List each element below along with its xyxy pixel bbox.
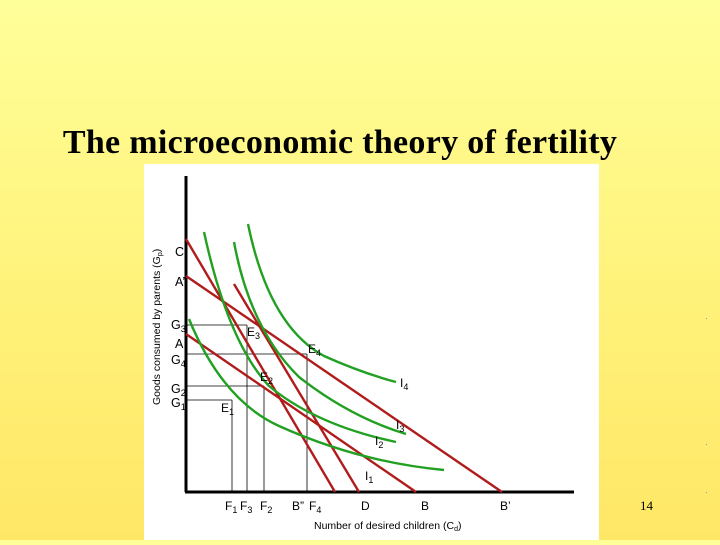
label-b-prime: B’ bbox=[500, 499, 511, 513]
x-axis-title: Number of desired children (Cd) bbox=[314, 520, 461, 533]
label-f1-sub: 1 bbox=[232, 505, 237, 515]
indifference-curve-i2 bbox=[202, 231, 397, 444]
label-i3-main: I bbox=[396, 418, 399, 432]
label-f1: F1 bbox=[225, 499, 237, 515]
label-i2: I2 bbox=[375, 434, 383, 450]
label-i2-main: I bbox=[375, 434, 378, 448]
y-axis-title-close: ) bbox=[151, 249, 163, 253]
label-f2-main: F bbox=[260, 499, 267, 513]
label-g1: G1 bbox=[171, 396, 186, 412]
budget-line-c-bdprime bbox=[184, 238, 337, 493]
budget-line-g4-d bbox=[232, 283, 361, 493]
label-f4: F4 bbox=[309, 499, 321, 515]
budget-lines bbox=[184, 238, 503, 493]
equilibrium-labels: E1 E2 E3 E4 bbox=[221, 325, 321, 417]
label-i4-main: I bbox=[400, 376, 403, 390]
label-f4-sub: 4 bbox=[316, 505, 321, 515]
x-axis-labels: F1 F3 F2 B” F4 D B B’ bbox=[225, 499, 511, 515]
label-i1-main: I bbox=[365, 469, 368, 483]
x-axis-title-close: ) bbox=[458, 520, 462, 532]
label-i1: I1 bbox=[365, 469, 373, 485]
label-g2: G2 bbox=[171, 382, 186, 398]
decorative-dot bbox=[706, 444, 707, 445]
decorative-dot bbox=[706, 318, 707, 319]
label-e3-sub: 3 bbox=[255, 331, 260, 341]
diagram-canvas: Goods consumed by parents (Gp) C A’ G3 A… bbox=[151, 176, 574, 533]
label-e4-main: E bbox=[308, 342, 316, 356]
decorative-dot bbox=[706, 492, 707, 493]
label-f3-sub: 3 bbox=[247, 505, 252, 515]
label-g4-sub: 4 bbox=[181, 359, 186, 369]
label-i1-sub: 1 bbox=[368, 475, 373, 485]
label-g3-main: G bbox=[171, 318, 181, 332]
label-i2-sub: 2 bbox=[378, 440, 383, 450]
label-i3: I3 bbox=[396, 418, 404, 434]
slide-title: The microeconomic theory of fertility bbox=[62, 124, 618, 161]
page-number: 14 bbox=[640, 498, 653, 513]
label-a-prime: A’ bbox=[175, 275, 185, 289]
label-g1-main: G bbox=[171, 396, 181, 410]
label-e2: E2 bbox=[260, 370, 273, 386]
x-axis-title-sub: d bbox=[454, 526, 458, 533]
label-e1: E1 bbox=[221, 401, 234, 417]
label-e2-sub: 2 bbox=[268, 376, 273, 386]
label-e1-sub: 1 bbox=[229, 407, 234, 417]
fertility-diagram: Goods consumed by parents (Gp) C A’ G3 A… bbox=[144, 164, 599, 540]
label-g4: G4 bbox=[171, 353, 186, 369]
indifference-labels: I1 I2 I3 I4 bbox=[365, 376, 408, 485]
label-e4: E4 bbox=[308, 342, 321, 358]
label-i3-sub: 3 bbox=[399, 424, 404, 434]
label-c: C bbox=[175, 245, 184, 259]
label-g2-sub: 2 bbox=[181, 388, 186, 398]
indifference-curve-i4 bbox=[246, 223, 397, 384]
y-axis-title: Goods consumed by parents (Gp) bbox=[151, 249, 164, 405]
label-e3-main: E bbox=[247, 325, 255, 339]
indifference-curve-i3 bbox=[232, 241, 407, 436]
label-f1-main: F bbox=[225, 499, 232, 513]
label-g3: G3 bbox=[171, 318, 186, 334]
label-g1-sub: 1 bbox=[181, 402, 186, 412]
label-i4-sub: 4 bbox=[403, 382, 408, 392]
label-f3-main: F bbox=[240, 499, 247, 513]
budget-line-aprime-bprime bbox=[185, 275, 503, 493]
indifference-curve-i1 bbox=[187, 318, 445, 472]
label-f3: F3 bbox=[240, 499, 252, 515]
label-b-double-prime: B” bbox=[292, 499, 304, 513]
y-axis-title-sub: p bbox=[157, 252, 164, 256]
y-axis-title-text: Goods consumed by parents (G bbox=[151, 256, 163, 405]
label-b: B bbox=[421, 499, 429, 513]
label-g3-sub: 3 bbox=[181, 324, 186, 334]
budget-line-a-b bbox=[185, 333, 417, 493]
label-f2-sub: 2 bbox=[267, 505, 272, 515]
label-e2-main: E bbox=[260, 370, 268, 384]
label-e1-main: E bbox=[221, 401, 229, 415]
y-axis-labels: C A’ G3 A G4 G2 G1 bbox=[171, 245, 186, 412]
label-g2-main: G bbox=[171, 382, 181, 396]
indifference-curves bbox=[187, 223, 445, 472]
label-e3: E3 bbox=[247, 325, 260, 341]
label-g4-main: G bbox=[171, 353, 181, 367]
x-axis-title-text: Number of desired children (C bbox=[314, 520, 454, 532]
label-f2: F2 bbox=[260, 499, 272, 515]
label-i4: I4 bbox=[400, 376, 408, 392]
label-e4-sub: 4 bbox=[316, 348, 321, 358]
label-a: A bbox=[175, 337, 184, 351]
label-d: D bbox=[361, 499, 370, 513]
label-f4-main: F bbox=[309, 499, 316, 513]
